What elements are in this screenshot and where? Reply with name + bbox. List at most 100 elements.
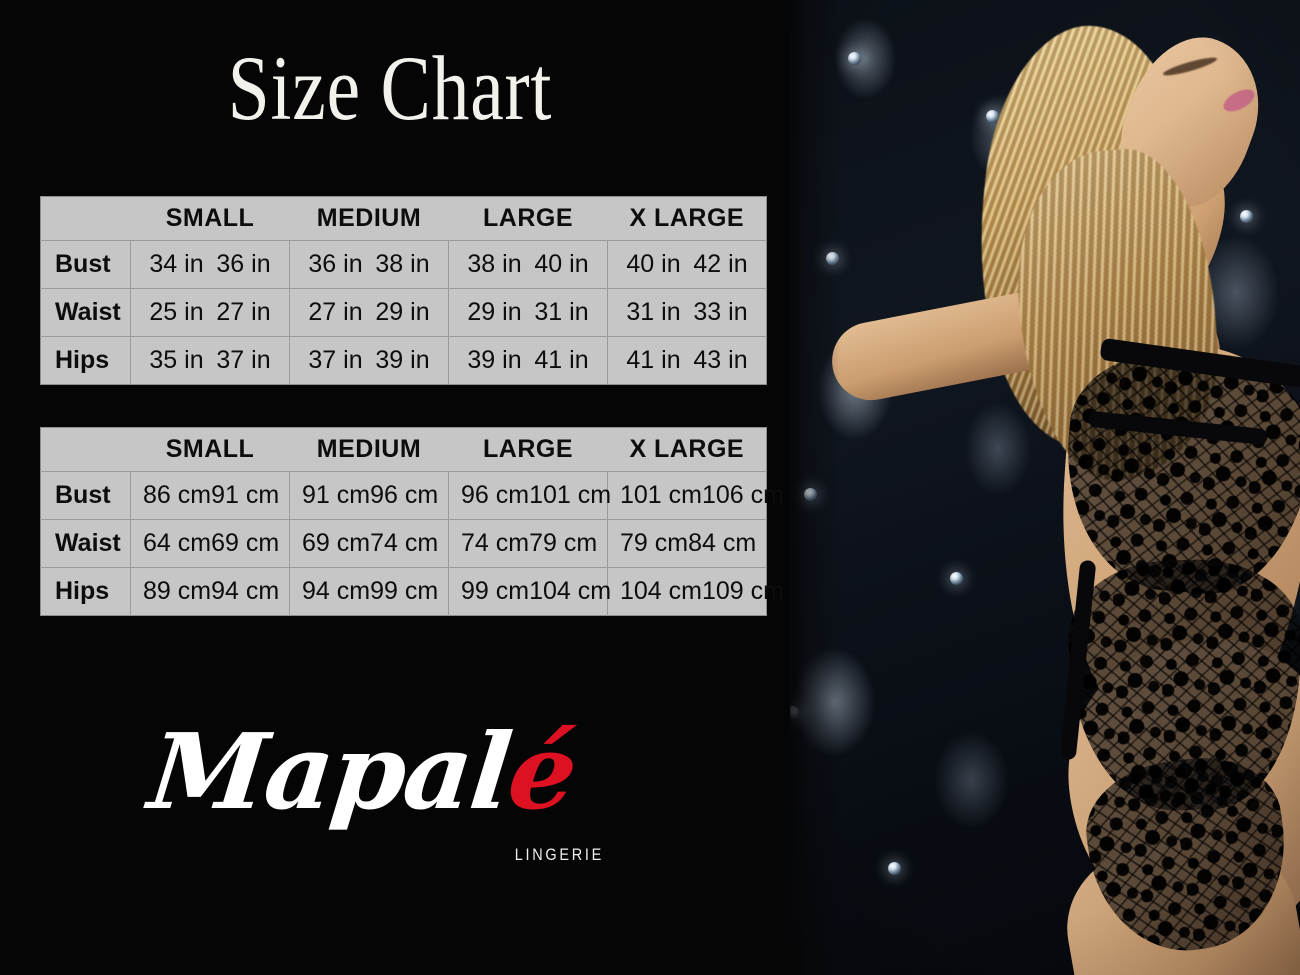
value-min: 34 in <box>149 250 204 278</box>
model-photo <box>770 0 1300 975</box>
value-max: 109 cm <box>701 577 784 605</box>
cell-waist-small: 64 cm 69 cm <box>130 519 290 568</box>
value-max: 29 in <box>375 298 430 326</box>
value-min: 39 in <box>467 346 522 374</box>
value-min: 96 cm <box>461 481 530 509</box>
header-large: LARGE <box>448 196 608 241</box>
row-label-hips: Hips <box>40 336 131 385</box>
value-min: 104 cm <box>620 577 702 605</box>
cell-waist-medium: 27 in 29 in <box>289 288 449 337</box>
header-x-large: X LARGE <box>607 427 767 472</box>
table-row: Hips 35 in 37 in 37 in 39 in 39 in 41 in 41… <box>40 336 767 385</box>
value-max: 37 in <box>216 346 271 374</box>
header-small: SMALL <box>130 427 290 472</box>
value-max: 96 cm <box>370 481 439 509</box>
cell-bust-medium: 36 in 38 in <box>289 240 449 289</box>
cell-waist-small: 25 in 27 in <box>130 288 290 337</box>
cell-bust-small: 34 in 36 in <box>130 240 290 289</box>
cell-hips-medium: 94 cm 99 cm <box>289 567 449 616</box>
table-row: Waist 25 in 27 in 27 in 29 in 29 in 31 in 3… <box>40 288 767 337</box>
value-min: 99 cm <box>461 577 530 605</box>
table-header-centimeters: SMALL MEDIUM LARGE X LARGE <box>40 427 767 472</box>
cell-hips-x-large: 41 in 43 in <box>607 336 767 385</box>
value-min: 79 cm <box>620 529 689 557</box>
value-max: 79 cm <box>529 529 598 557</box>
table-row: Bust 34 in 36 in 36 in 38 in 38 in 40 in 40… <box>40 240 767 289</box>
value-max: 69 cm <box>211 529 280 557</box>
cell-waist-large: 74 cm 79 cm <box>448 519 608 568</box>
brand-wordmark-main: Mapal <box>143 710 516 833</box>
value-max: 33 in <box>693 298 748 326</box>
value-min: 64 cm <box>143 529 212 557</box>
table-body-inches: Bust 34 in 36 in 36 in 38 in 38 in 40 in 40… <box>40 240 767 385</box>
value-max: 74 cm <box>370 529 439 557</box>
cell-waist-x-large: 31 in 33 in <box>607 288 767 337</box>
value-max: 106 cm <box>701 481 784 509</box>
brand-wordmark-accent: é <box>502 710 582 833</box>
brand-logo: Mapalé LINGERIE <box>144 710 610 887</box>
value-max: 43 in <box>693 346 748 374</box>
value-min: 41 in <box>626 346 681 374</box>
value-min: 69 cm <box>302 529 371 557</box>
value-min: 89 cm <box>143 577 212 605</box>
cell-waist-x-large: 79 cm 84 cm <box>607 519 767 568</box>
value-max: 91 cm <box>211 481 280 509</box>
value-max: 27 in <box>216 298 271 326</box>
cell-hips-small: 35 in 37 in <box>130 336 290 385</box>
page-title: Size Chart <box>227 37 553 139</box>
header-corner <box>40 427 131 472</box>
header-x-large: X LARGE <box>607 196 767 241</box>
table-header-row: SMALL MEDIUM LARGE X LARGE <box>40 427 767 472</box>
value-min: 31 in <box>626 298 681 326</box>
table-row: Waist 64 cm 69 cm 69 cm 74 cm 74 cm 79 cm 7… <box>40 519 767 568</box>
value-min: 94 cm <box>302 577 371 605</box>
model-figure <box>770 0 1300 975</box>
value-min: 101 cm <box>620 481 702 509</box>
row-label-bust: Bust <box>40 240 131 289</box>
header-large: LARGE <box>448 427 608 472</box>
value-min: 35 in <box>149 346 204 374</box>
row-label-waist: Waist <box>40 288 131 337</box>
value-max: 40 in <box>534 250 589 278</box>
table-header-inches: SMALL MEDIUM LARGE X LARGE <box>40 196 767 241</box>
header-corner <box>40 196 131 241</box>
cell-bust-x-large: 101 cm 106 cm <box>607 471 784 520</box>
value-max: 99 cm <box>370 577 439 605</box>
cell-waist-medium: 69 cm 74 cm <box>289 519 449 568</box>
table-row: Bust 86 cm 91 cm 91 cm 96 cm 96 cm 101 cm 1… <box>40 471 784 520</box>
value-max: 84 cm <box>688 529 757 557</box>
cell-bust-large: 38 in 40 in <box>448 240 608 289</box>
table-header-row: SMALL MEDIUM LARGE X LARGE <box>40 196 767 241</box>
cell-hips-medium: 37 in 39 in <box>289 336 449 385</box>
table-row: Hips 89 cm 94 cm 94 cm 99 cm 99 cm 104 cm 1… <box>40 567 784 616</box>
cell-hips-large: 99 cm 104 cm <box>448 567 612 616</box>
value-min: 29 in <box>467 298 522 326</box>
value-max: 31 in <box>534 298 589 326</box>
brand-tagline: LINGERIE <box>514 845 604 864</box>
size-table-inches: SMALL MEDIUM LARGE X LARGE Bust 34 in 36 … <box>40 196 767 385</box>
value-min: 36 in <box>308 250 363 278</box>
value-max: 38 in <box>375 250 430 278</box>
row-label-hips: Hips <box>40 567 131 616</box>
value-min: 38 in <box>467 250 522 278</box>
value-min: 37 in <box>308 346 363 374</box>
row-label-bust: Bust <box>40 471 131 520</box>
value-max: 39 in <box>375 346 430 374</box>
value-min: 86 cm <box>143 481 212 509</box>
size-table-centimeters: SMALL MEDIUM LARGE X LARGE Bust 86 cm 91 … <box>40 427 784 616</box>
header-medium: MEDIUM <box>289 196 449 241</box>
cell-bust-x-large: 40 in 42 in <box>607 240 767 289</box>
table-body-centimeters: Bust 86 cm 91 cm 91 cm 96 cm 96 cm 101 cm 1… <box>40 471 784 616</box>
value-max: 36 in <box>216 250 271 278</box>
cell-hips-large: 39 in 41 in <box>448 336 608 385</box>
cell-bust-large: 96 cm 101 cm <box>448 471 611 520</box>
value-max: 104 cm <box>529 577 612 605</box>
value-max: 94 cm <box>211 577 280 605</box>
value-min: 91 cm <box>302 481 371 509</box>
cell-bust-small: 86 cm 91 cm <box>130 471 290 520</box>
value-max: 42 in <box>693 250 748 278</box>
cell-hips-small: 89 cm 94 cm <box>130 567 290 616</box>
row-label-waist: Waist <box>40 519 131 568</box>
value-max: 41 in <box>534 346 589 374</box>
